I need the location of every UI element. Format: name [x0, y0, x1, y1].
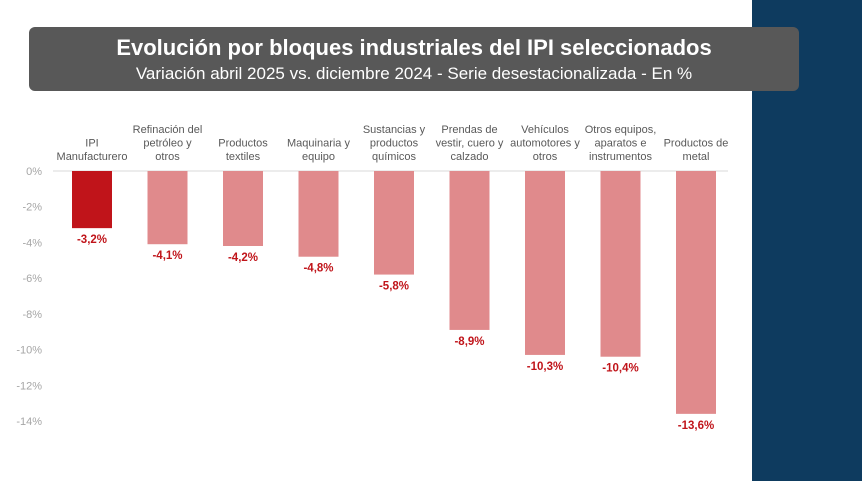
- data-label: -4,1%: [152, 250, 182, 262]
- y-tick-label: -10%: [16, 345, 42, 357]
- bar: [147, 171, 188, 245]
- data-label: -4,2%: [228, 252, 258, 264]
- bar: [676, 171, 716, 414]
- category-label: Productos textiles: [218, 138, 268, 164]
- data-label: -8,9%: [454, 336, 484, 348]
- category-label: Productos de metal: [664, 138, 729, 164]
- bar: [374, 171, 414, 275]
- data-label: -13,6%: [678, 420, 714, 432]
- data-label: -4,8%: [303, 263, 333, 275]
- title-box: Evolución por bloques industriales del I…: [29, 27, 799, 91]
- bar: [525, 171, 565, 355]
- y-tick-label: 0%: [26, 166, 42, 178]
- bar-chart: 0% -2% -4% -6% -8% -10% -12% -14% -3,2% IPI Manufa…: [16, 124, 729, 432]
- data-label: -5,8%: [379, 281, 409, 293]
- bar: [600, 171, 641, 357]
- category-label: IPI Manufacturero: [57, 138, 128, 164]
- chart-title: Evolución por bloques industriales del I…: [116, 35, 712, 60]
- bar: [223, 171, 263, 246]
- category-label: Refinación del petróleo y otros: [133, 124, 203, 163]
- y-tick-label: -12%: [16, 380, 42, 392]
- category-label: Vehículos automotores y otros: [510, 124, 580, 163]
- category-label: Maquinaria y equipo: [287, 138, 350, 164]
- y-tick-label: -6%: [22, 273, 42, 285]
- y-tick-label: -2%: [22, 202, 42, 214]
- y-tick-label: -8%: [22, 309, 42, 321]
- category-label: Prendas de vestir, cuero y calzado: [436, 124, 504, 163]
- data-label: -10,4%: [602, 363, 638, 375]
- y-tick-label: -14%: [16, 416, 42, 428]
- bar: [72, 171, 112, 229]
- bar: [449, 171, 490, 330]
- category-label: Sustancias y productos químicos: [363, 124, 426, 163]
- y-tick-label: -4%: [22, 237, 42, 249]
- bar: [298, 171, 339, 257]
- data-label: -3,2%: [77, 234, 107, 246]
- category-label: Otros equipos, aparatos e instrumentos: [585, 124, 657, 163]
- data-label: -10,3%: [527, 361, 563, 373]
- chart-subtitle: Variación abril 2025 vs. diciembre 2024 …: [135, 64, 693, 83]
